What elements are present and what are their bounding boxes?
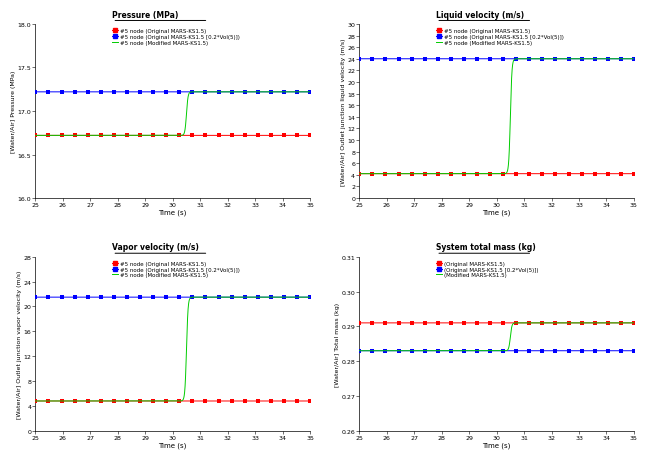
Legend: #5 node (Original MARS-KS1.5), #5 node (Original MARS-KS1.5 [0.2*Vol(5)]), #5 no: #5 node (Original MARS-KS1.5), #5 node (… [110, 27, 242, 48]
X-axis label: Time (s): Time (s) [482, 209, 511, 216]
X-axis label: Time (s): Time (s) [482, 442, 511, 448]
Legend: #5 node (Original MARS-KS1.5), #5 node (Original MARS-KS1.5 [0.2*Vol(5)]), #5 no: #5 node (Original MARS-KS1.5), #5 node (… [110, 259, 242, 280]
Text: System total mass (kg): System total mass (kg) [436, 243, 536, 252]
Y-axis label: [Water/Air] Outlet junction liquid velocity (m/s): [Water/Air] Outlet junction liquid veloc… [341, 38, 346, 185]
Legend: #5 node (Original MARS-KS1.5), #5 node (Original MARS-KS1.5 [0.2*Vol(5)]), #5 no: #5 node (Original MARS-KS1.5), #5 node (… [434, 27, 566, 48]
X-axis label: Time (s): Time (s) [158, 442, 187, 448]
Y-axis label: [Water/Air] Total mass (kg): [Water/Air] Total mass (kg) [335, 302, 340, 386]
Legend: (Original MARS-KS1.5), (Original MARS-KS1.5 [0.2*Vol(5)]), (Modified MARS-KS1.5): (Original MARS-KS1.5), (Original MARS-KS… [434, 259, 541, 280]
X-axis label: Time (s): Time (s) [158, 209, 187, 216]
Y-axis label: [Water/Air] Pressure (MPa): [Water/Air] Pressure (MPa) [11, 71, 16, 153]
Text: Pressure (MPa): Pressure (MPa) [112, 11, 178, 20]
Text: Vapor velocity (m/s): Vapor velocity (m/s) [112, 243, 199, 252]
Y-axis label: [Water/Air] Outlet junction vapor velocity (m/s): [Water/Air] Outlet junction vapor veloci… [17, 270, 22, 418]
Text: Liquid velocity (m/s): Liquid velocity (m/s) [436, 11, 524, 20]
